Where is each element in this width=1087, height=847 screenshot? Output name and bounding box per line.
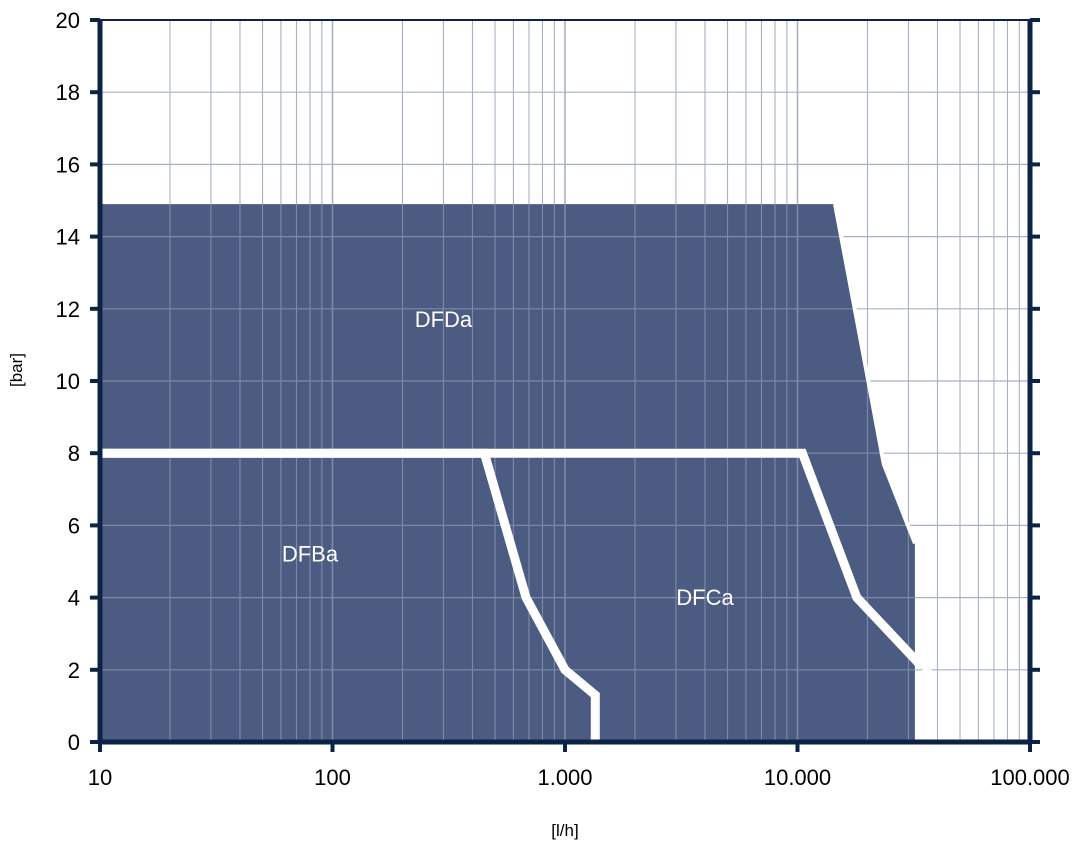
y-tick-label: 12: [56, 297, 80, 322]
y-tick-label: 6: [68, 513, 80, 538]
y-tick-label: 20: [56, 8, 80, 33]
series-area-dfda: [100, 204, 915, 743]
x-tick-label: 100.000: [990, 765, 1070, 790]
series-label-dfda: DFDa: [415, 307, 473, 332]
x-tick-label: 10: [88, 765, 112, 790]
y-tick-label: 8: [68, 441, 80, 466]
x-axis-title: [l/h]: [551, 821, 578, 840]
series-label-dfba: DFBa: [282, 542, 339, 567]
series-line-dfca: [100, 448, 932, 742]
y-axis-title: [bar]: [7, 353, 26, 387]
x-tick-label: 100: [314, 765, 351, 790]
y-tick-label: 0: [68, 730, 80, 755]
x-tick-label: 10.000: [764, 765, 831, 790]
y-tick-label: 14: [56, 225, 80, 250]
grid-on-area: [100, 204, 915, 742]
x-tick-labels: 10 100 1.000 10.000 100.000: [88, 765, 1070, 790]
series-line-dfda: [833, 203, 917, 545]
y-tick-label: 16: [56, 152, 80, 177]
y-tick-label: 10: [56, 369, 80, 394]
x-tick-label: 1.000: [537, 765, 592, 790]
tick-marks: [90, 18, 1040, 752]
y-tick-label: 2: [68, 658, 80, 683]
y-tick-label: 4: [68, 586, 80, 611]
y-tick-labels: 0 2 4 6 8 10 12 14 16 18 20: [56, 8, 80, 755]
series-label-dfca: DFCa: [676, 585, 734, 610]
y-tick-label: 18: [56, 80, 80, 105]
